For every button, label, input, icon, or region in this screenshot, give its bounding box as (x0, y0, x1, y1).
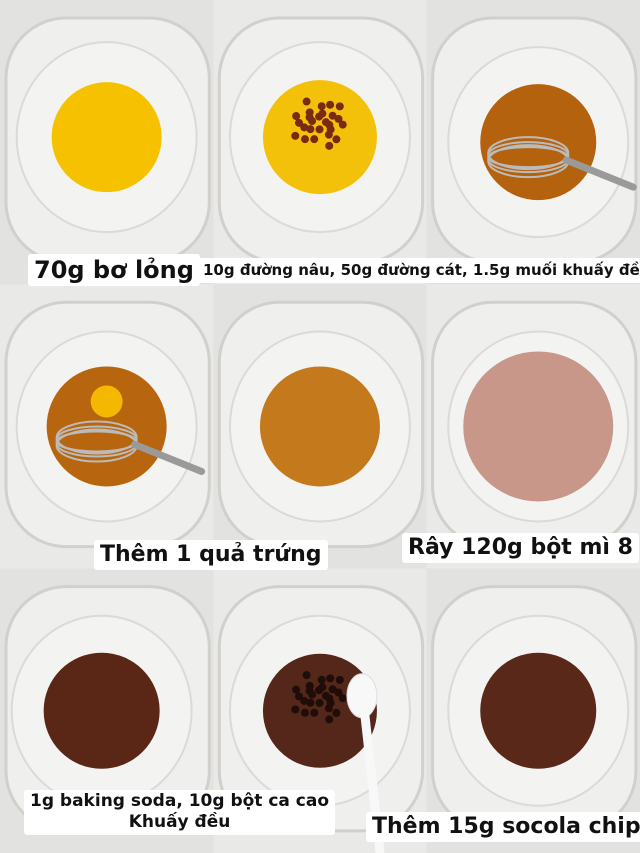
speck (292, 112, 301, 121)
speck (326, 100, 335, 109)
speck (315, 698, 324, 707)
caption-line: Rây 120g bột mì 8 (408, 535, 633, 560)
speck (310, 708, 319, 717)
speck (335, 102, 344, 111)
yolk (90, 385, 123, 418)
speck (335, 675, 344, 684)
speck (305, 681, 314, 690)
caption: Rây 120g bột mì 8 (402, 533, 639, 563)
speck (338, 120, 347, 129)
speck (326, 674, 335, 683)
speck (318, 683, 327, 692)
speck (338, 694, 347, 703)
speck (294, 118, 303, 127)
speck (317, 675, 326, 684)
speck (294, 692, 303, 701)
contents (51, 82, 162, 193)
speck (310, 135, 319, 144)
speck (306, 698, 315, 707)
contents (480, 652, 597, 769)
speck (325, 141, 334, 150)
contents (262, 653, 377, 768)
speck (291, 131, 300, 140)
speck (300, 708, 309, 717)
caption-line: 10g đường nâu, 50g đường cát, 1.5g muối … (203, 261, 640, 279)
caption-line: Khuấy đều (128, 812, 231, 833)
speck (291, 705, 300, 714)
speck (300, 696, 309, 705)
speck (292, 685, 301, 694)
contents (262, 80, 377, 195)
speck (315, 125, 324, 134)
speck (328, 111, 337, 120)
speck (305, 108, 314, 117)
contents (43, 652, 160, 769)
contents (463, 351, 614, 502)
speck (302, 97, 311, 106)
caption-line: Thêm 1 quả trứng (100, 542, 322, 567)
speck (318, 109, 327, 118)
caption: 1g baking soda, 10g bột ca cao Khuấy đều (24, 790, 336, 835)
speck (325, 715, 334, 724)
whisk-handle (562, 156, 637, 191)
speck (334, 114, 343, 123)
speck (317, 102, 326, 111)
speck (300, 135, 309, 144)
contents (259, 366, 380, 487)
caption-line: 1g baking soda, 10g bột ca cao (30, 791, 330, 811)
caption: Thêm 15g socola chip (366, 812, 640, 842)
whisk-handle (131, 440, 206, 475)
speck (332, 135, 341, 144)
speck (332, 708, 341, 717)
spatula (346, 673, 378, 719)
speck (328, 685, 337, 694)
speck (302, 671, 311, 680)
speck (324, 130, 333, 139)
speck (306, 125, 315, 134)
speck (334, 688, 343, 697)
caption: 10g đường nâu, 50g đường cát, 1.5g muối … (198, 258, 640, 283)
caption-line: Thêm 15g socola chip (372, 814, 640, 839)
speck (300, 123, 309, 132)
caption: 70g bơ lỏng (28, 254, 200, 286)
caption: Thêm 1 quả trứng (94, 540, 328, 570)
caption-line: 70g bơ lỏng (34, 256, 194, 284)
speck (324, 704, 333, 713)
